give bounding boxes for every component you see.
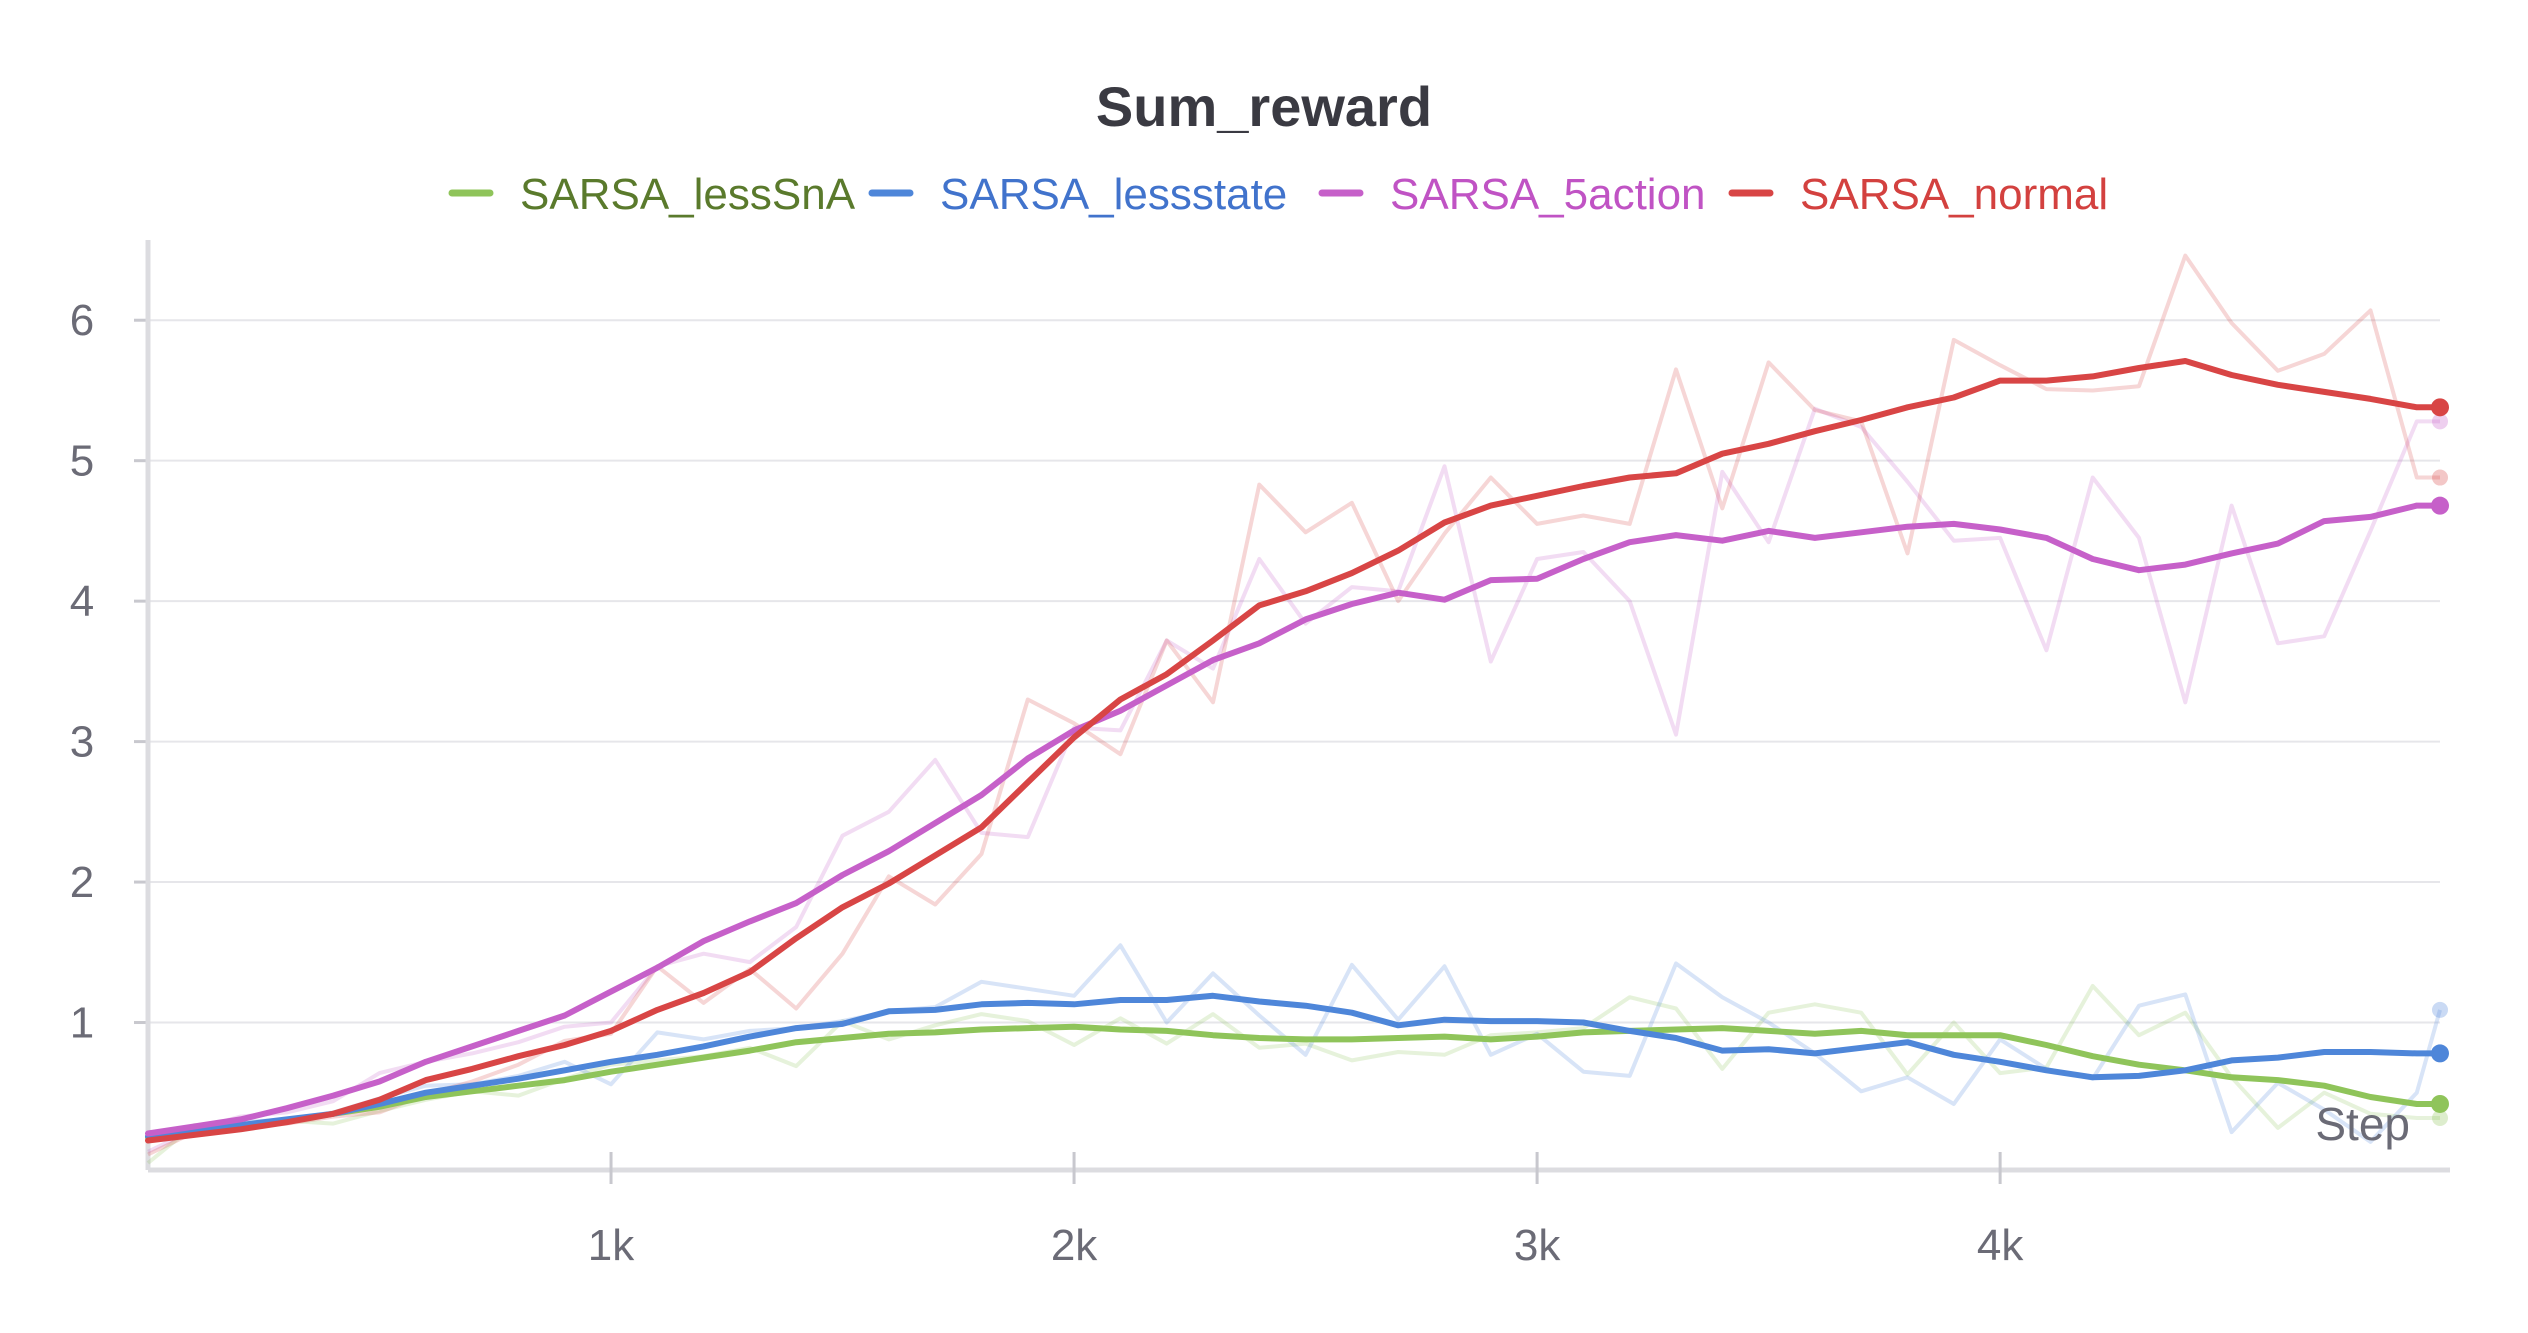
endpoint-sarsa-lessstate xyxy=(2431,1044,2449,1063)
legend-item-sarsa-normal[interactable]: SARSA_normal xyxy=(1728,170,2108,219)
raw-endpoint-sarsa-lessstate xyxy=(2432,1001,2448,1018)
y-tick-label: 4 xyxy=(70,577,94,626)
axes: 1 2 3 4 5 6 1k 2k 3k 4k xyxy=(70,240,2450,1270)
x-tick-label: 3k xyxy=(1514,1221,1561,1270)
y-tick-label: 5 xyxy=(70,437,94,486)
y-tick-label: 1 xyxy=(70,999,94,1048)
legend[interactable]: SARSA_lessSnA SARSA_lessstate SARSA_5actio… xyxy=(448,170,2108,219)
legend-item-sarsa-lesssna[interactable]: SARSA_lessSnA xyxy=(448,170,856,219)
legend-item-sarsa-lessstate[interactable]: SARSA_lessstate xyxy=(868,170,1287,219)
raw-endpoint-sarsa-5action xyxy=(2432,413,2448,430)
x-tick-label: 2k xyxy=(1051,1221,1098,1270)
series-endpoints xyxy=(2431,398,2449,1127)
legend-label: SARSA_lessSnA xyxy=(520,170,856,219)
gridlines xyxy=(148,319,2440,1024)
smoothed-line-sarsa-normal[interactable] xyxy=(145,358,2443,1144)
raw-line-sarsa-lesssna xyxy=(146,984,2440,1165)
raw-endpoint-sarsa-normal xyxy=(2432,469,2448,486)
smoothed-series-lines xyxy=(145,358,2443,1144)
legend-label: SARSA_5action xyxy=(1390,170,1706,219)
raw-endpoint-sarsa-lesssna xyxy=(2432,1110,2448,1127)
y-tick-label: 2 xyxy=(70,858,94,907)
endpoint-sarsa-normal xyxy=(2431,398,2449,417)
smoothed-line-sarsa-5action[interactable] xyxy=(145,502,2443,1137)
smoothed-line-sarsa-lesssna[interactable] xyxy=(145,1023,2443,1141)
legend-item-sarsa-5action[interactable]: SARSA_5action xyxy=(1318,170,1706,219)
endpoint-sarsa-5action xyxy=(2431,496,2449,515)
y-tick-label: 6 xyxy=(70,296,94,345)
legend-label: SARSA_normal xyxy=(1800,170,2108,219)
smoothed-line-sarsa-lessstate[interactable] xyxy=(145,992,2443,1140)
x-tick-label: 1k xyxy=(588,1221,635,1270)
legend-label: SARSA_lessstate xyxy=(940,170,1287,219)
raw-line-sarsa-5action xyxy=(147,406,2440,1154)
raw-line-sarsa-normal xyxy=(147,253,2440,1157)
x-tick-label: 4k xyxy=(1977,1221,2024,1270)
chart-title: Sum_reward xyxy=(1096,75,1432,138)
y-tick-label: 3 xyxy=(70,718,94,767)
x-axis-title: Step xyxy=(2315,1098,2410,1150)
endpoint-sarsa-lesssna xyxy=(2431,1094,2449,1113)
